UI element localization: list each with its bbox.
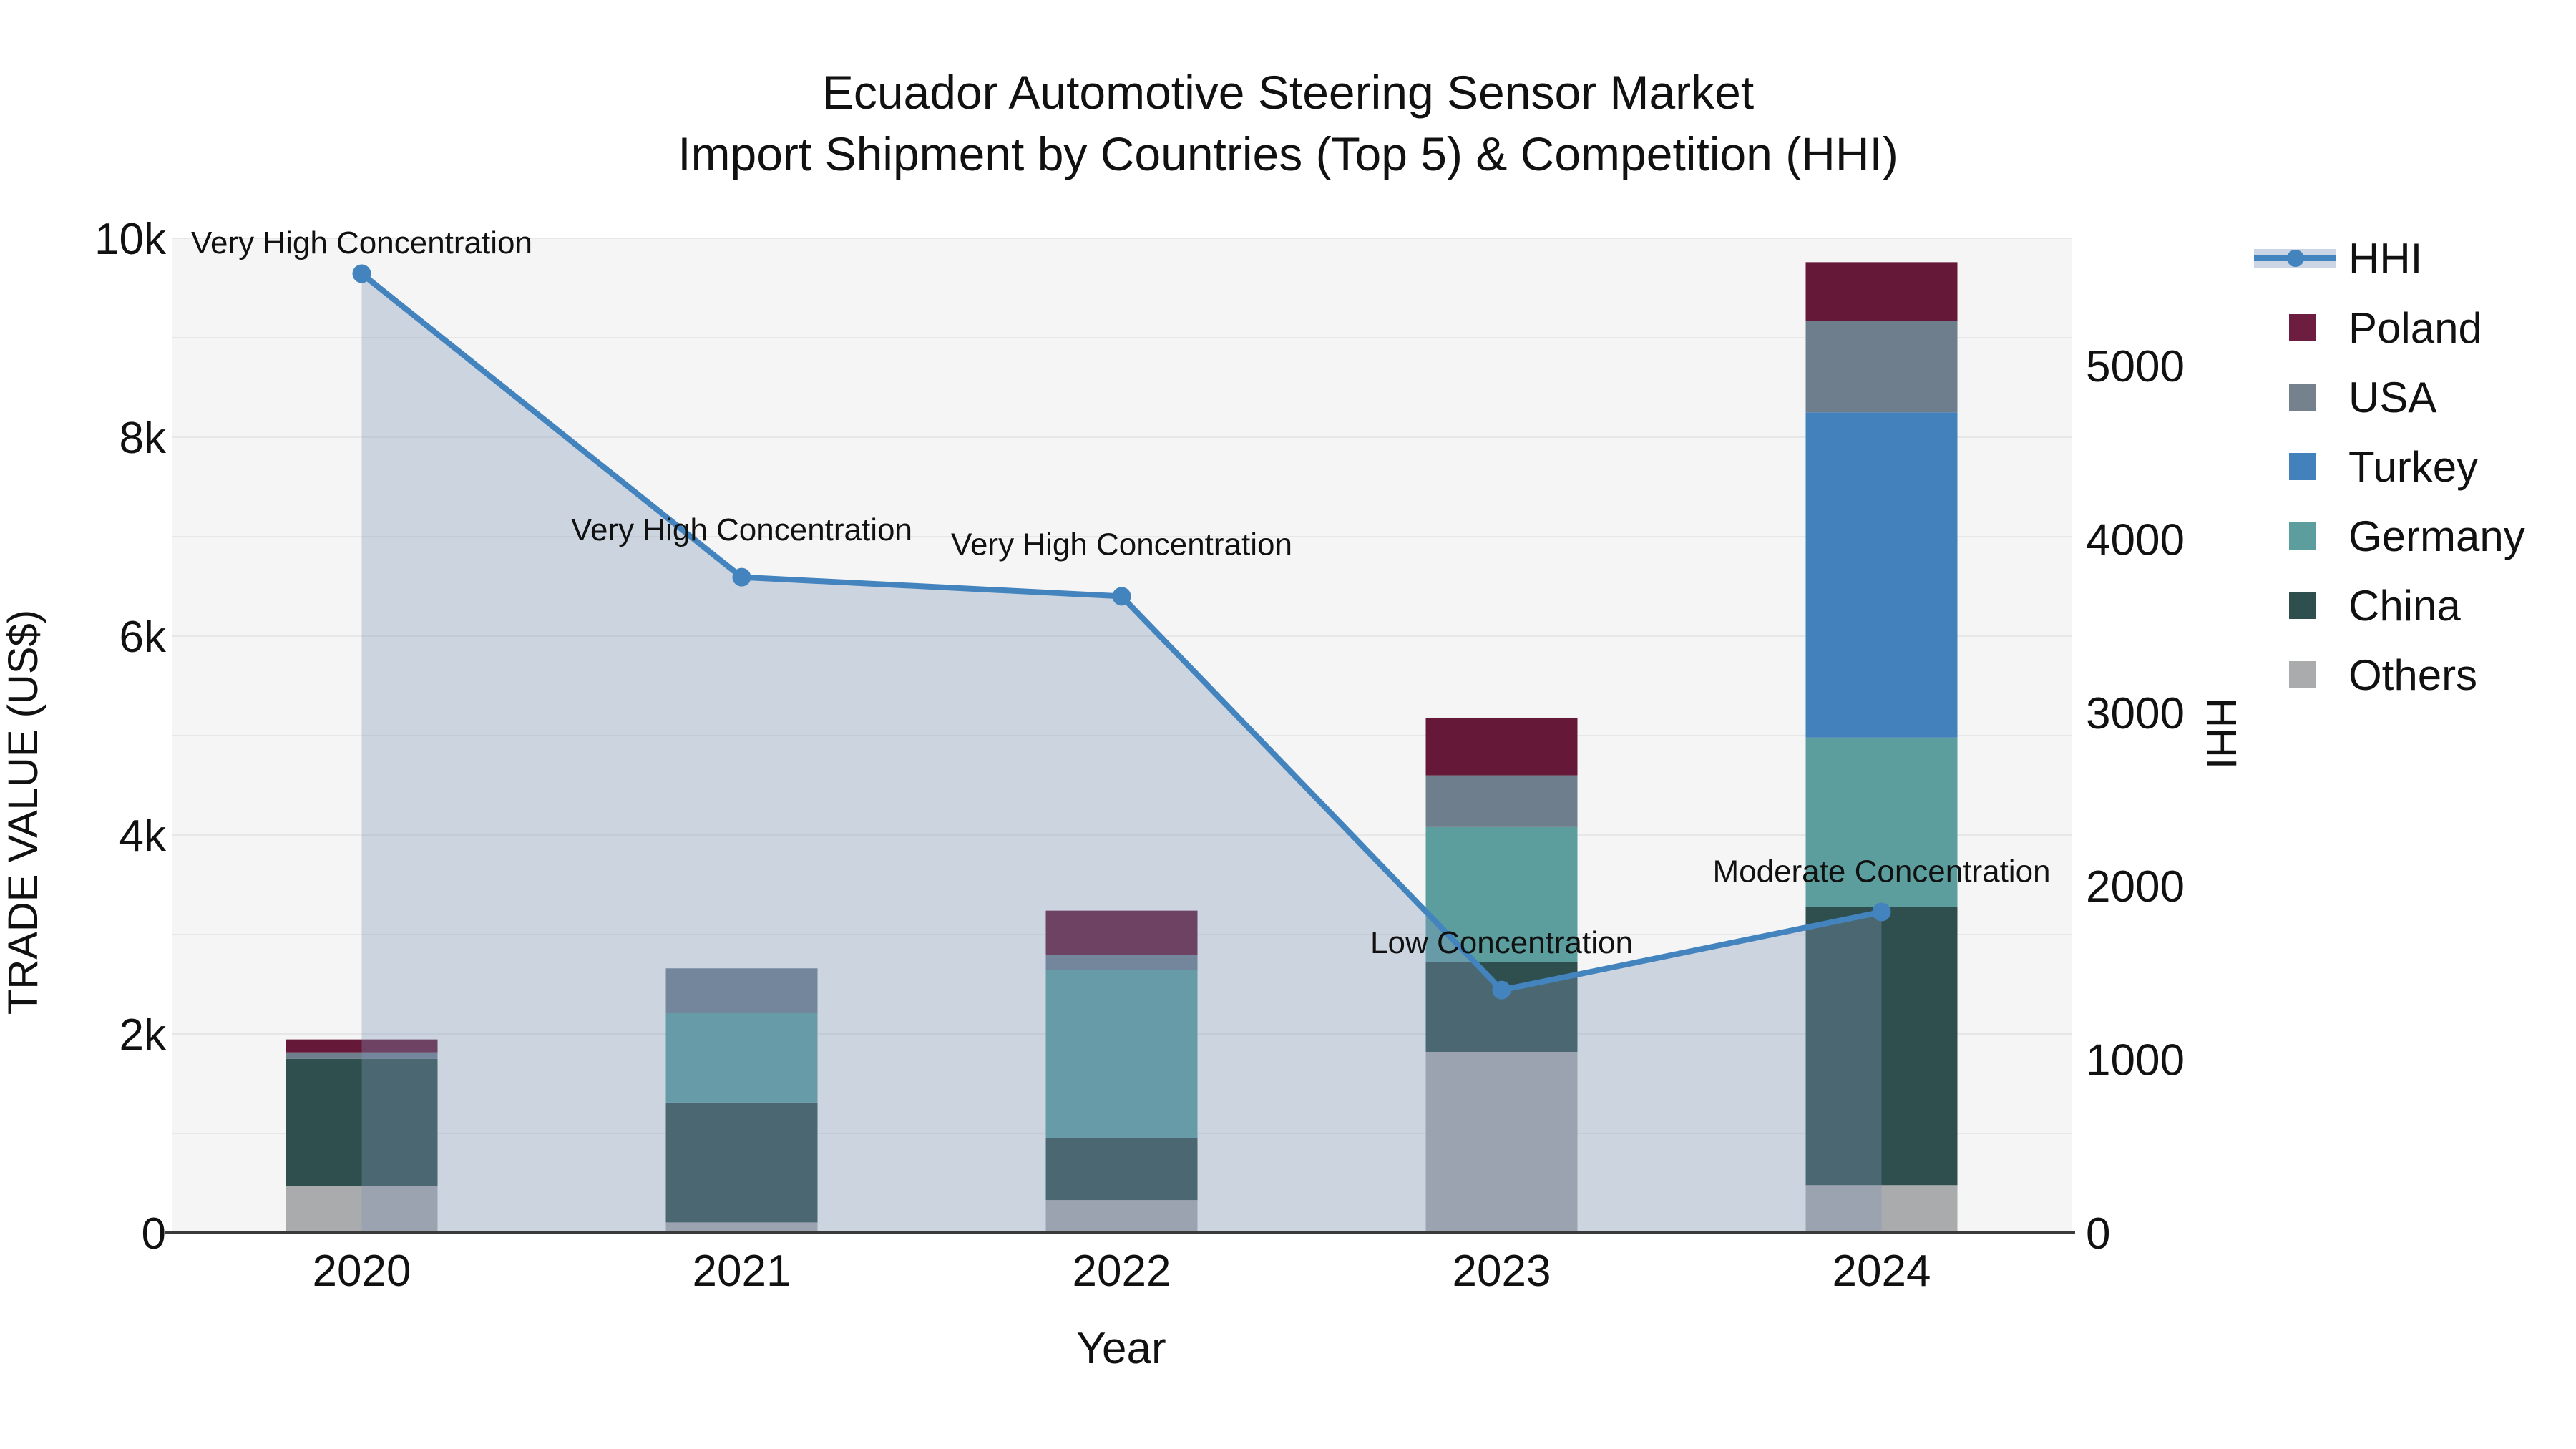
legend-item-china[interactable]: China xyxy=(2289,582,2461,630)
legend-label: Germany xyxy=(2348,512,2525,560)
x-axis-title: Year xyxy=(1076,1324,1166,1373)
bar-segment-2024-poland xyxy=(1805,262,1958,321)
left-tick-label: 2k xyxy=(119,1010,167,1060)
china-swatch xyxy=(2289,592,2316,619)
legend-item-poland[interactable]: Poland xyxy=(2289,304,2482,352)
x-tick-label: 2024 xyxy=(1833,1246,1931,1296)
legend-item-hhi[interactable]: HHI xyxy=(2254,235,2422,283)
x-tick-label: 2020 xyxy=(313,1246,411,1296)
bar-segment-2022-poland xyxy=(1045,910,1198,955)
left-tick-label: 4k xyxy=(119,811,167,861)
bar-segment-2023-others xyxy=(1425,1052,1578,1233)
right-tick-label: 4000 xyxy=(2086,515,2185,565)
legend-label: Turkey xyxy=(2348,443,2478,491)
legend-item-germany[interactable]: Germany xyxy=(2289,512,2525,560)
left-tick-label: 8k xyxy=(119,414,167,463)
x-axis-tick-labels: 2020 2021 2022 2023 2024 xyxy=(313,1246,1931,1296)
legend-item-usa[interactable]: USA xyxy=(2289,374,2436,421)
legend: HHI Poland USA Turkey Germany China Othe… xyxy=(2254,235,2525,699)
bar-segment-2020-poland xyxy=(286,1039,438,1053)
hhi-marker-2024 xyxy=(1872,902,1891,922)
annotation-label: Very High Concentration xyxy=(191,225,532,260)
right-tick-label: 3000 xyxy=(2086,689,2185,738)
chart-title-line1: Ecuador Automotive Steering Sensor Marke… xyxy=(822,66,1754,119)
right-axis-title: HHI xyxy=(2198,698,2245,769)
x-tick-label: 2023 xyxy=(1453,1246,1551,1296)
bar-segment-2024-others xyxy=(1805,1185,1958,1233)
bar-segment-2020-usa xyxy=(286,1052,438,1059)
bar-segment-2024-china xyxy=(1805,907,1958,1186)
others-swatch xyxy=(2289,661,2316,688)
bar-segment-2023-usa xyxy=(1425,775,1578,827)
usa-swatch xyxy=(2289,384,2316,411)
hhi-marker-2021 xyxy=(732,567,751,587)
bar-segment-2021-germany xyxy=(665,1013,818,1103)
bar-segment-2022-china xyxy=(1045,1138,1198,1201)
legend-label: Others xyxy=(2348,651,2477,699)
hhi-marker-swatch xyxy=(2287,250,2304,267)
turkey-swatch xyxy=(2289,453,2316,480)
annotation-label: Very High Concentration xyxy=(951,527,1292,562)
left-tick-label: 0 xyxy=(142,1209,166,1259)
legend-item-others[interactable]: Others xyxy=(2289,651,2477,699)
bar-segment-2022-others xyxy=(1045,1200,1198,1233)
legend-label: USA xyxy=(2348,374,2436,421)
x-tick-label: 2022 xyxy=(1073,1246,1171,1296)
x-tick-label: 2021 xyxy=(693,1246,791,1296)
bar-segment-2024-usa xyxy=(1805,321,1958,413)
germany-swatch xyxy=(2289,522,2316,550)
right-tick-label: 0 xyxy=(2086,1209,2110,1259)
bar-segment-2023-poland xyxy=(1425,717,1578,776)
hhi-marker-2022 xyxy=(1112,587,1131,606)
right-tick-label: 2000 xyxy=(2086,862,2185,912)
stacked-bars xyxy=(286,262,1958,1233)
left-axis-title: TRADE VALUE (US$) xyxy=(0,610,47,1015)
right-tick-label: 5000 xyxy=(2086,342,2185,391)
chart-title-line2: Import Shipment by Countries (Top 5) & C… xyxy=(678,127,1898,180)
right-axis-tick-labels: 0 1000 2000 3000 4000 5000 xyxy=(2086,342,2185,1259)
bar-segment-2022-germany xyxy=(1045,970,1198,1138)
left-tick-label: 10k xyxy=(94,215,167,264)
bar-segment-2024-turkey xyxy=(1805,412,1958,738)
hhi-marker-2023 xyxy=(1492,980,1511,1000)
hhi-marker-2020 xyxy=(352,264,371,283)
right-tick-label: 1000 xyxy=(2086,1036,2185,1085)
annotation-label: Moderate Concentration xyxy=(1712,854,2050,889)
bar-segment-2020-others xyxy=(286,1186,438,1233)
legend-item-turkey[interactable]: Turkey xyxy=(2289,443,2478,491)
hhi-markers xyxy=(352,264,1891,1000)
poland-swatch xyxy=(2289,314,2316,341)
bar-segment-2021-china xyxy=(665,1102,818,1223)
bar-segment-2021-others xyxy=(665,1222,818,1233)
annotation-label: Very High Concentration xyxy=(571,512,912,547)
bar-segment-2020-china xyxy=(286,1058,438,1186)
left-tick-label: 6k xyxy=(119,613,167,662)
legend-label: HHI xyxy=(2348,235,2422,283)
annotations: Very High Concentration Very High Concent… xyxy=(191,225,2051,960)
legend-label: China xyxy=(2348,582,2461,630)
legend-label: Poland xyxy=(2348,304,2482,352)
annotation-label: Low Concentration xyxy=(1370,925,1633,960)
bar-segment-2021-usa xyxy=(665,968,818,1013)
left-axis-tick-labels: 0 2k 4k 6k 8k 10k xyxy=(94,215,167,1259)
bar-segment-2022-usa xyxy=(1045,955,1198,970)
bar-segment-2024-germany xyxy=(1805,737,1958,907)
